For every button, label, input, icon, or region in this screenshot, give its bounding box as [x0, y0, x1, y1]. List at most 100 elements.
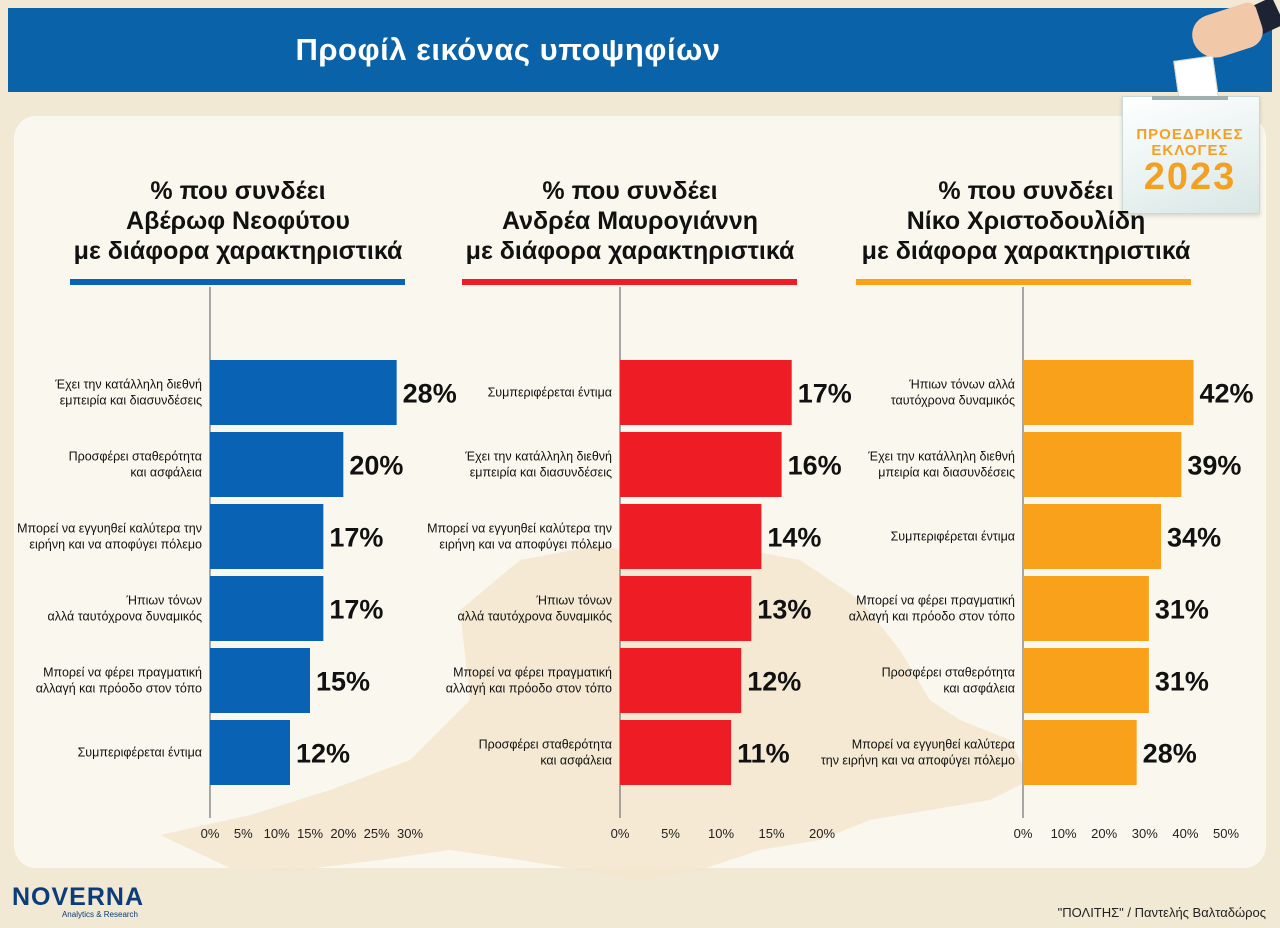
category-label-line: αλλαγή και πρόοδο στον τόπο	[446, 682, 612, 696]
category-label-line: Έχει την κατάλληλη διεθνή	[464, 450, 612, 464]
bar-value-label: 42%	[1200, 379, 1254, 409]
election-badge-line1: ΠΡΟΕΔΡΙΚΕΣ	[1136, 126, 1244, 143]
category-label-line: ειρήνη και να αποφύγει πόλεμο	[439, 538, 612, 552]
category-label-line: και ασφάλεια	[943, 682, 1015, 696]
x-tick-label: 0%	[201, 826, 220, 841]
category-label-line: Μπορεί να εγγυηθεί καλύτερα την	[427, 522, 612, 536]
x-tick-label: 30%	[397, 826, 423, 841]
bar	[210, 432, 344, 497]
bar	[620, 576, 752, 641]
category-label-line: αλλαγή και πρόοδο στον τόπο	[36, 682, 202, 696]
x-tick-label: 40%	[1172, 826, 1198, 841]
category-label-line: εμπειρία και διασυνδέσεις	[60, 394, 202, 408]
bar-value-label: 17%	[329, 595, 383, 625]
credit-text: "ΠΟΛΙΤΗΣ" / Παντελής Βαλταδώρος	[1057, 905, 1266, 920]
panel-title-line: % που συνδέει	[150, 177, 326, 205]
bar-value-label: 16%	[788, 451, 842, 481]
bar-value-label: 14%	[767, 523, 821, 553]
bar	[620, 720, 732, 785]
category-label-line: Ήπιων τόνων	[125, 594, 202, 608]
category-label-line: Μπορεί να φέρει πραγματική	[856, 594, 1015, 608]
category-label-line: Προσφέρει σταθερότητα	[882, 666, 1015, 680]
bar	[1023, 720, 1137, 785]
bar	[620, 504, 762, 569]
category-label-line: αλλά ταυτόχρονα δυναμικός	[47, 610, 202, 624]
bar	[1023, 576, 1149, 641]
category-label-line: την ειρήνη και να αποφύγει πόλεμο	[821, 754, 1015, 768]
bar	[210, 720, 290, 785]
panel-title-averof: % που συνδέει Αβέρωφ Νεοφύτου με διάφορα…	[48, 176, 428, 266]
category-label: Έχει την κατάλληλη διεθνή μπειρία και δια…	[867, 450, 1015, 480]
bar	[210, 504, 324, 569]
election-badge-year: 2023	[1143, 156, 1237, 198]
bar-value-label: 15%	[316, 667, 370, 697]
category-label: Ήπιων τόνων αλλά ταυτόχρονα δυναμικός	[891, 378, 1015, 408]
category-label-line: εμπειρία και διασυνδέσεις	[470, 466, 612, 480]
category-label-line: Προσφέρει σταθερότητα	[479, 738, 612, 752]
category-label: Ήπιων τόνων αλλά ταυτόχρονα δυναμικός	[47, 594, 202, 624]
category-label-line: Συμπεριφέρεται έντιμα	[78, 746, 202, 760]
bar	[1023, 648, 1149, 713]
x-tick-label: 0%	[611, 826, 630, 841]
bar-value-label: 12%	[747, 667, 801, 697]
category-label-line: ειρήνη και να αποφύγει πόλεμο	[29, 538, 202, 552]
bar-value-label: 39%	[1187, 451, 1241, 481]
x-tick-label: 20%	[809, 826, 835, 841]
x-tick-label: 5%	[234, 826, 253, 841]
x-tick-label: 15%	[758, 826, 784, 841]
category-label: Συμπεριφέρεται έντιμα	[488, 386, 612, 400]
category-label: Μπορεί να εγγυηθεί καλύτερα την ειρήνη κα…	[821, 738, 1015, 768]
bar	[1023, 432, 1182, 497]
ballot-slot	[1152, 96, 1228, 100]
panel-title-line: με διάφορα χαρακτηριστικά	[73, 237, 403, 265]
category-label-line: Μπορεί να εγγυηθεί καλύτερα την	[17, 522, 202, 536]
category-label: Έχει την κατάλληλη διεθνή εμπειρία και δι…	[54, 378, 202, 408]
category-label-line: και ασφάλεια	[540, 754, 612, 768]
panel-title-underline	[70, 279, 405, 285]
panel-title-line: % που συνδέει	[938, 177, 1114, 205]
x-tick-label: 10%	[708, 826, 734, 841]
panel-title-line: Νίκο Χριστοδουλίδη	[906, 207, 1146, 235]
panel-title-mavrogiannis: % που συνδέει Ανδρέα Μαυρογιάννη με διάφ…	[440, 176, 820, 266]
panel-title-line: με διάφορα χαρακτηριστικά	[465, 237, 795, 265]
category-label: Συμπεριφέρεται έντιμα	[78, 746, 202, 760]
category-label: Μπορεί να εγγυηθεί καλύτερα την ειρήνη κα…	[427, 522, 612, 552]
category-label: Μπορεί να φέρει πραγματική αλλαγή και πρό…	[36, 666, 202, 696]
election-badge-line2: ΕΚΛΟΓΕΣ	[1151, 142, 1229, 159]
noverna-logo: NOVERNA Analytics & Research	[12, 883, 145, 919]
x-tick-label: 15%	[297, 826, 323, 841]
bar-value-label: 17%	[798, 379, 852, 409]
category-label: Μπορεί να φέρει πραγματική αλλαγή και πρό…	[849, 594, 1015, 624]
bar-value-label: 34%	[1167, 523, 1221, 553]
category-label: Προσφέρει σταθερότητα και ασφάλεια	[882, 666, 1015, 696]
panel-title-christodoulides: % που συνδέει Νίκο Χριστοδουλίδη με διάφ…	[836, 176, 1216, 266]
logo-text: NOVERNA	[12, 883, 145, 911]
x-tick-label: 20%	[330, 826, 356, 841]
bar	[620, 360, 792, 425]
panel-title-line: % που συνδέει	[542, 177, 718, 205]
x-tick-label: 50%	[1213, 826, 1239, 841]
x-tick-label: 10%	[264, 826, 290, 841]
category-label-line: Μπορεί να εγγυηθεί καλύτερα	[852, 738, 1015, 752]
bar	[1023, 360, 1194, 425]
category-label: Προσφέρει σταθερότητα και ασφάλεια	[479, 738, 612, 768]
category-label: Μπορεί να εγγυηθεί καλύτερα την ειρήνη κα…	[17, 522, 202, 552]
panel-title-underline	[462, 279, 797, 285]
bar	[1023, 504, 1162, 569]
bar	[210, 360, 397, 425]
bar-value-label: 28%	[1143, 739, 1197, 769]
bar	[620, 432, 782, 497]
category-label-line: και ασφάλεια	[130, 466, 202, 480]
bar-value-label: 28%	[403, 379, 457, 409]
panel-title-line: με διάφορα χαρακτηριστικά	[861, 237, 1191, 265]
category-label-line: Μπορεί να φέρει πραγματική	[453, 666, 612, 680]
x-tick-label: 30%	[1132, 826, 1158, 841]
bar-value-label: 17%	[329, 523, 383, 553]
x-tick-label: 10%	[1051, 826, 1077, 841]
category-label: Έχει την κατάλληλη διεθνή εμπειρία και δι…	[464, 450, 612, 480]
category-label-line: Μπορεί να φέρει πραγματική	[43, 666, 202, 680]
bar-value-label: 13%	[757, 595, 811, 625]
x-tick-label: 5%	[661, 826, 680, 841]
